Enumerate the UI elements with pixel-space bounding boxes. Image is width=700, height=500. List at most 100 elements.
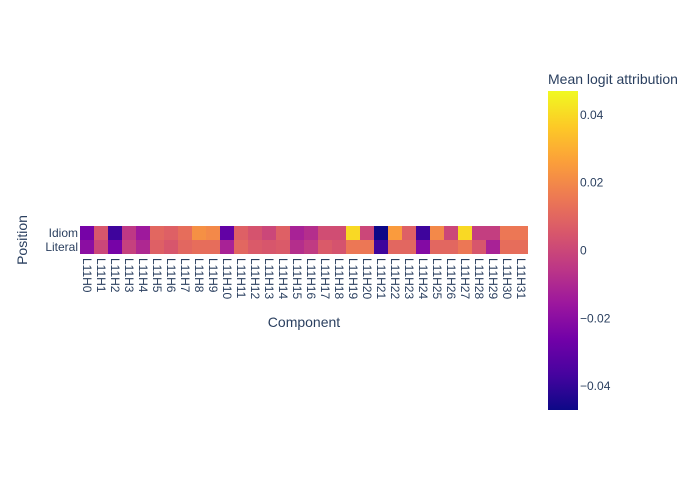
- heatmap-cell-literal-l11h6: [164, 240, 178, 254]
- colorbar-tick-label: −0.02: [580, 311, 611, 325]
- x-tick-label: L11H8: [192, 258, 206, 293]
- heatmap-cell-idiom-l11h12: [248, 226, 262, 240]
- heatmap-cell-idiom-l11h22: [388, 226, 402, 240]
- heatmap-cell-literal-l11h9: [206, 240, 220, 254]
- x-tick-label: L11H30: [500, 258, 514, 299]
- colorbar-tick-label: 0.04: [580, 108, 604, 122]
- x-tick-label: L11H24: [416, 258, 430, 299]
- x-tick-label: L11H14: [276, 258, 290, 299]
- x-tick-label: L11H3: [122, 258, 136, 293]
- heatmap-cell-literal-l11h10: [220, 240, 234, 254]
- x-tick-label: L11H16: [304, 258, 318, 299]
- x-tick-label: L11H11: [234, 258, 248, 299]
- x-tick-labels: L11H0 L11H1 L11H2 L11H3 L11H4 L11H5 L11H6 L11H7…: [80, 258, 528, 299]
- heatmap-cell-literal-l11h31: [514, 240, 528, 254]
- x-axis-title: Component: [268, 314, 340, 330]
- heatmap-cell-idiom-l11h13: [262, 226, 276, 240]
- colorbar-tick-label: 0: [580, 244, 587, 258]
- x-tick-label: L11H5: [150, 258, 164, 293]
- heatmap-cell-literal-l11h29: [486, 240, 500, 254]
- heatmap-cell-literal-l11h15: [290, 240, 304, 254]
- heatmap-cell-literal-l11h14: [276, 240, 290, 254]
- colorbar-tick-label: −0.04: [580, 379, 611, 393]
- x-tick-label: L11H29: [486, 258, 500, 299]
- heatmap-cell-literal-l11h30: [500, 240, 514, 254]
- heatmap-cell-literal-l11h5: [150, 240, 164, 254]
- heatmap-cell-literal-l11h25: [430, 240, 444, 254]
- heatmap-cell-idiom-l11h7: [178, 226, 192, 240]
- heatmap-cell-literal-l11h28: [472, 240, 486, 254]
- x-tick-label: L11H26: [444, 258, 458, 299]
- heatmap-cell-literal-l11h27: [458, 240, 472, 254]
- heatmap-cell-literal-l11h18: [332, 240, 346, 254]
- heatmap-cell-idiom-l11h10: [220, 226, 234, 240]
- heatmap-cell-literal-l11h3: [122, 240, 136, 254]
- heatmap-cell-idiom-l11h29: [486, 226, 500, 240]
- colorbar-ticks: 0.04 0.02 0 −0.02 −0.04: [580, 108, 611, 393]
- x-tick-label: L11H0: [80, 258, 94, 293]
- heatmap-cell-idiom-l11h4: [136, 226, 150, 240]
- colorbar-tick-label: 0.02: [580, 176, 604, 190]
- heatmap-cell-literal-l11h7: [178, 240, 192, 254]
- x-tick-label: L11H27: [458, 258, 472, 299]
- x-tick-label: L11H15: [290, 258, 304, 299]
- heatmap-cell-idiom-l11h30: [500, 226, 514, 240]
- x-tick-label: L11H12: [248, 258, 262, 299]
- colorbar-title: Mean logit attribution: [548, 71, 678, 87]
- heatmap-cell-literal-l11h12: [248, 240, 262, 254]
- heatmap-cell-idiom-l11h0: [80, 226, 94, 240]
- x-tick-label: L11H31: [514, 258, 528, 299]
- x-tick-label: L11H22: [388, 258, 402, 299]
- heatmap-cell-literal-l11h11: [234, 240, 248, 254]
- heatmap-cell-idiom-l11h1: [94, 226, 108, 240]
- x-tick-label: L11H6: [164, 258, 178, 293]
- heatmap-cell-idiom-l11h16: [304, 226, 318, 240]
- heatmap-cell-literal-l11h1: [94, 240, 108, 254]
- heatmap-cell-idiom-l11h24: [416, 226, 430, 240]
- x-tick-label: L11H19: [346, 258, 360, 299]
- heatmap-cell-literal-l11h24: [416, 240, 430, 254]
- heatmap-cell-idiom-l11h15: [290, 226, 304, 240]
- y-tick-label: Literal: [45, 240, 78, 254]
- heatmap-cell-literal-l11h8: [192, 240, 206, 254]
- heatmap-cell-idiom-l11h5: [150, 226, 164, 240]
- heatmap-cell-idiom-l11h18: [332, 226, 346, 240]
- heatmap-cell-idiom-l11h23: [402, 226, 416, 240]
- heatmap-cell-idiom-l11h3: [122, 226, 136, 240]
- heatmap-cell-literal-l11h19: [346, 240, 360, 254]
- x-tick-label: L11H17: [318, 258, 332, 299]
- heatmap-cell-idiom-l11h9: [206, 226, 220, 240]
- y-tick-label: Idiom: [49, 226, 78, 240]
- x-tick-label: L11H20: [360, 258, 374, 299]
- x-tick-label: L11H25: [430, 258, 444, 299]
- heatmap-cell-literal-l11h0: [80, 240, 94, 254]
- heatmap-cells: [80, 226, 528, 254]
- heatmap-cell-literal-l11h16: [304, 240, 318, 254]
- x-tick-label: L11H2: [108, 258, 122, 293]
- heatmap-cell-literal-l11h2: [108, 240, 122, 254]
- heatmap-cell-idiom-l11h28: [472, 226, 486, 240]
- heatmap-cell-idiom-l11h31: [514, 226, 528, 240]
- x-tick-label: L11H18: [332, 258, 346, 299]
- heatmap-cell-idiom-l11h21: [374, 226, 388, 240]
- x-tick-label: L11H10: [220, 258, 234, 299]
- colorbar: [548, 91, 578, 410]
- heatmap-cell-idiom-l11h19: [346, 226, 360, 240]
- heatmap-cell-idiom-l11h17: [318, 226, 332, 240]
- heatmap-cell-idiom-l11h2: [108, 226, 122, 240]
- x-tick-label: L11H13: [262, 258, 276, 299]
- x-tick-label: L11H1: [94, 258, 108, 293]
- heatmap-cell-idiom-l11h25: [430, 226, 444, 240]
- x-tick-label: L11H21: [374, 258, 388, 299]
- x-tick-label: L11H28: [472, 258, 486, 299]
- heatmap-cell-literal-l11h21: [374, 240, 388, 254]
- heatmap-cell-idiom-l11h11: [234, 226, 248, 240]
- x-tick-label: L11H9: [206, 258, 220, 293]
- heatmap-cell-literal-l11h17: [318, 240, 332, 254]
- heatmap-cell-literal-l11h13: [262, 240, 276, 254]
- heatmap-cell-literal-l11h22: [388, 240, 402, 254]
- heatmap-cell-literal-l11h4: [136, 240, 150, 254]
